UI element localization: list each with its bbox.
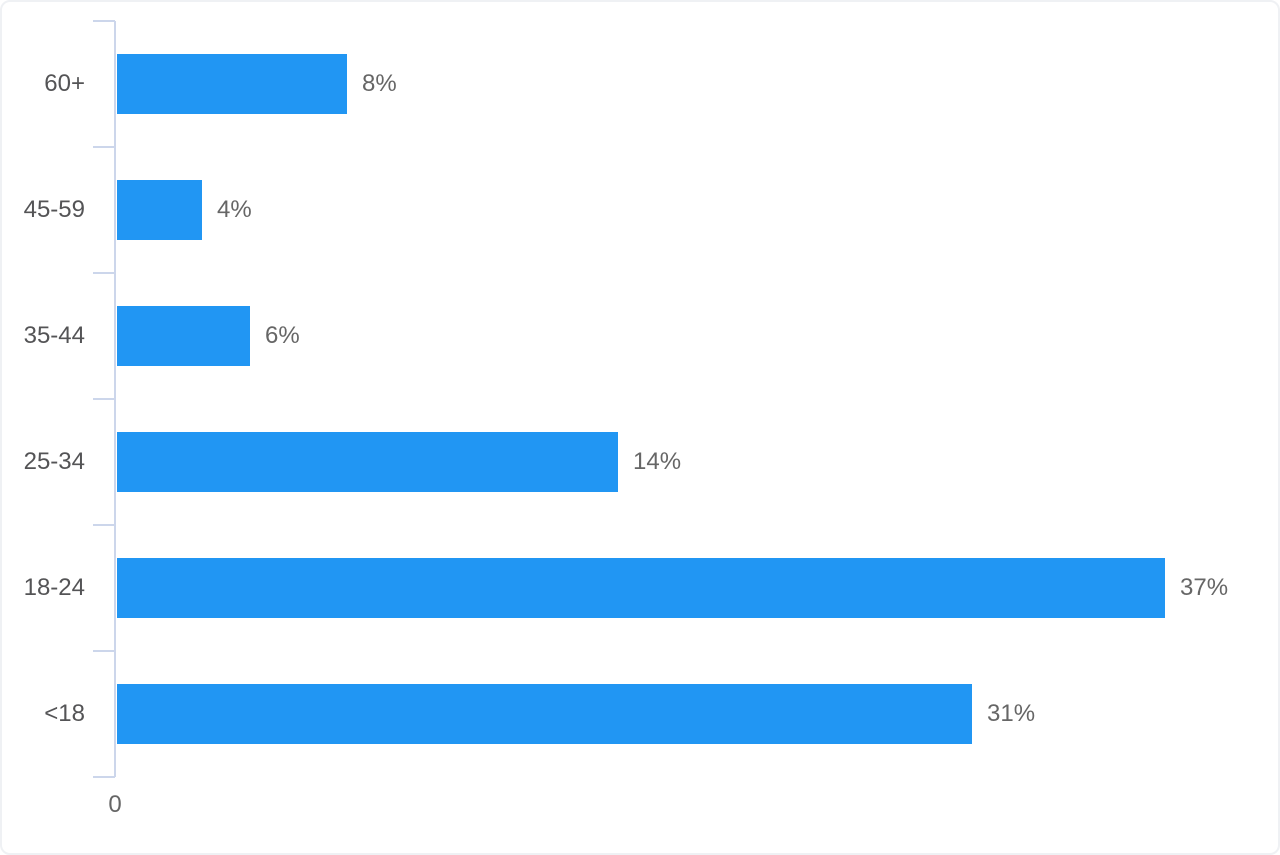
bar <box>117 180 202 240</box>
y-axis-tick <box>93 272 115 274</box>
category-label: <18 <box>44 700 85 727</box>
chart-row: 60+ 8% <box>0 21 1280 147</box>
y-axis-tick <box>93 146 115 148</box>
x-axis-origin-label: 0 <box>108 791 122 818</box>
value-label: 14% <box>633 448 682 475</box>
value-label: 8% <box>362 70 397 97</box>
category-label: 18-24 <box>23 574 85 601</box>
y-axis-line <box>114 21 116 777</box>
value-label: 37% <box>1180 574 1229 601</box>
value-label: 6% <box>265 322 300 349</box>
chart-row: 25-34 14% <box>0 399 1280 525</box>
bar <box>117 306 250 366</box>
chart-row: 35-44 6% <box>0 273 1280 399</box>
category-label: 45-59 <box>23 196 85 223</box>
category-label: 60+ <box>44 70 85 97</box>
category-label: 35-44 <box>23 322 85 349</box>
y-axis-tick <box>93 398 115 400</box>
chart-row: 18-24 37% <box>0 525 1280 651</box>
bar <box>117 684 972 744</box>
bar <box>117 432 618 492</box>
y-axis-tick <box>93 524 115 526</box>
y-axis-tick <box>93 650 115 652</box>
value-label: 31% <box>987 700 1036 727</box>
y-axis-tick <box>93 20 115 22</box>
y-axis-tick <box>93 776 115 778</box>
bar <box>117 54 347 114</box>
bar <box>117 558 1165 618</box>
chart-row: <18 31% <box>0 651 1280 777</box>
category-label: 25-34 <box>23 448 85 475</box>
chart-row: 45-59 4% <box>0 147 1280 273</box>
value-label: 4% <box>217 196 252 223</box>
